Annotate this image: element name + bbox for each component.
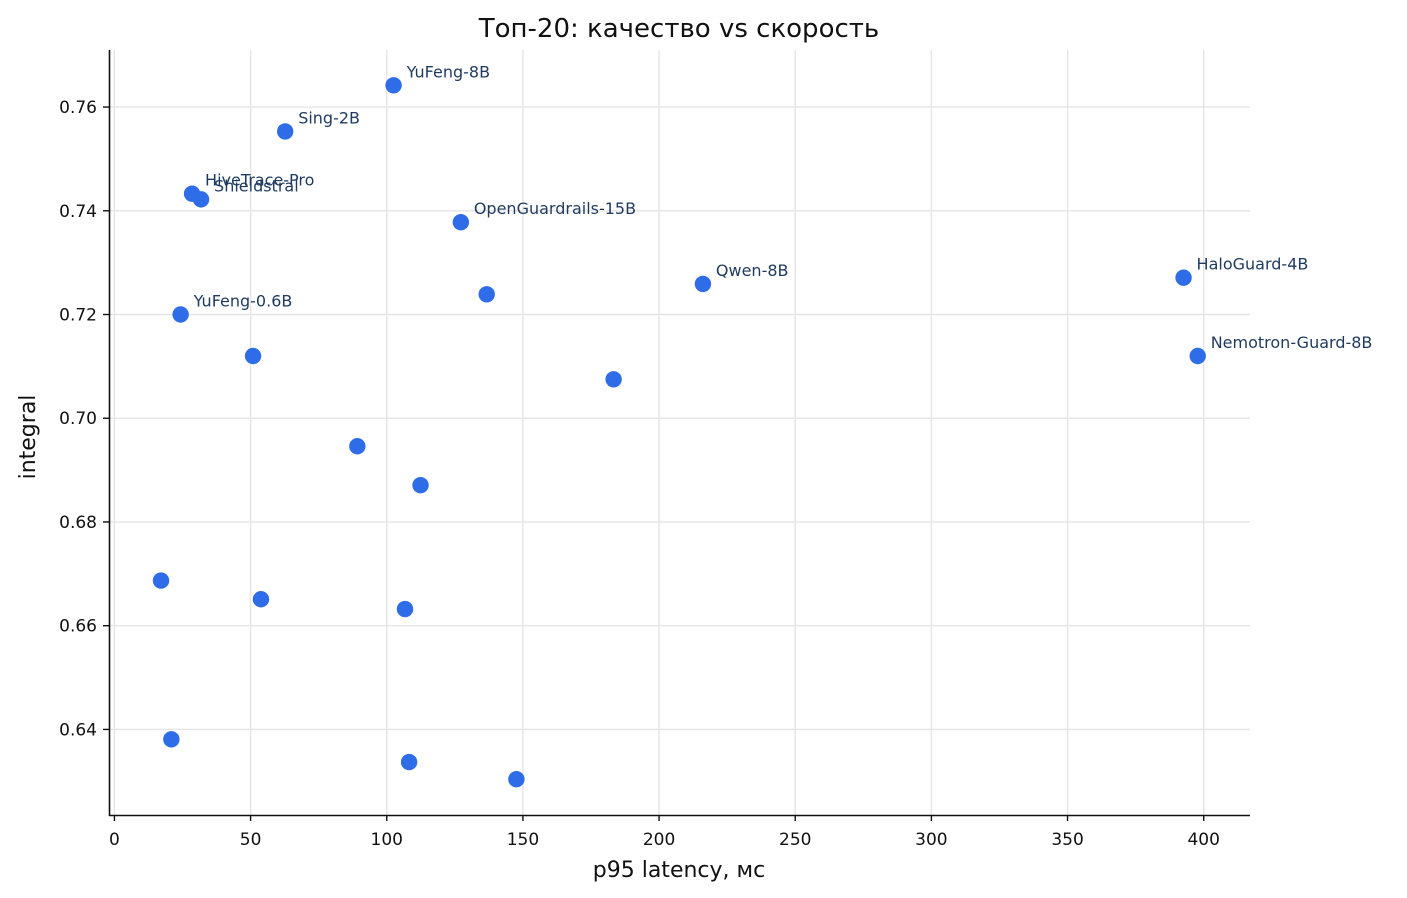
data-point [1189, 347, 1206, 365]
y-tick-label: 0.76 [59, 98, 97, 118]
ticks: 0 50 100 150 200 250 300 350 400 0.64 0.66 0.68 0.70… [59, 98, 1220, 850]
point-label: Shieldstral [214, 176, 299, 195]
data-point [412, 476, 429, 494]
data-point [252, 591, 270, 608]
y-tick-label: 0.72 [59, 306, 97, 326]
point-label: HiveTrace-Pro [205, 171, 314, 190]
point-label: Nemotron-Guard-8B [1211, 333, 1373, 352]
y-tick-label: 0.64 [59, 720, 97, 740]
data-point [192, 191, 210, 208]
y-tick-label: 0.66 [59, 617, 97, 637]
point-label: HaloGuard-4B [1197, 255, 1309, 274]
x-tick-label: 100 [371, 830, 403, 850]
y-tick-label: 0.74 [59, 202, 97, 222]
grid [109, 50, 1250, 815]
x-tick-label: 50 [240, 830, 262, 850]
point-labels: YuFeng-8B Sing-2B HiveTrace-ProShieldstral… [193, 62, 1373, 352]
y-tick-label: 0.68 [59, 513, 97, 533]
point-label: Sing-2B [298, 108, 360, 127]
y-tick-label: 0.70 [59, 409, 97, 429]
x-tick-label: 350 [1051, 830, 1083, 850]
data-point [349, 438, 366, 455]
data-point [1175, 269, 1192, 286]
data-point [396, 600, 414, 618]
data-point [400, 753, 418, 771]
data-point [276, 123, 294, 140]
data-point [605, 371, 622, 388]
point-label: OpenGuardrails-15B [474, 199, 636, 218]
data-point [152, 572, 170, 589]
data-point [452, 213, 470, 231]
data-points [152, 77, 1206, 788]
data-point [478, 286, 495, 303]
chart-title: Топ-20: качество vs скорость [478, 14, 880, 44]
x-axis-label: p95 latency, мс [593, 858, 765, 883]
data-point [385, 77, 402, 94]
x-tick-label: 150 [507, 830, 539, 850]
point-label: YuFeng-8B [406, 62, 490, 81]
point-label: Qwen-8B [716, 261, 789, 280]
x-tick-label: 250 [779, 830, 811, 850]
y-axis-label: integral [16, 395, 41, 480]
x-tick-label: 0 [109, 830, 120, 850]
point-label: YuFeng-0.6B [193, 292, 293, 311]
data-point [163, 731, 180, 748]
data-point [244, 347, 262, 365]
x-tick-label: 400 [1187, 830, 1219, 850]
data-point [508, 771, 525, 788]
axes [108, 50, 1250, 817]
data-point [172, 306, 189, 323]
x-tick-label: 300 [915, 830, 947, 850]
data-point [694, 275, 712, 293]
x-tick-label: 200 [643, 830, 675, 850]
